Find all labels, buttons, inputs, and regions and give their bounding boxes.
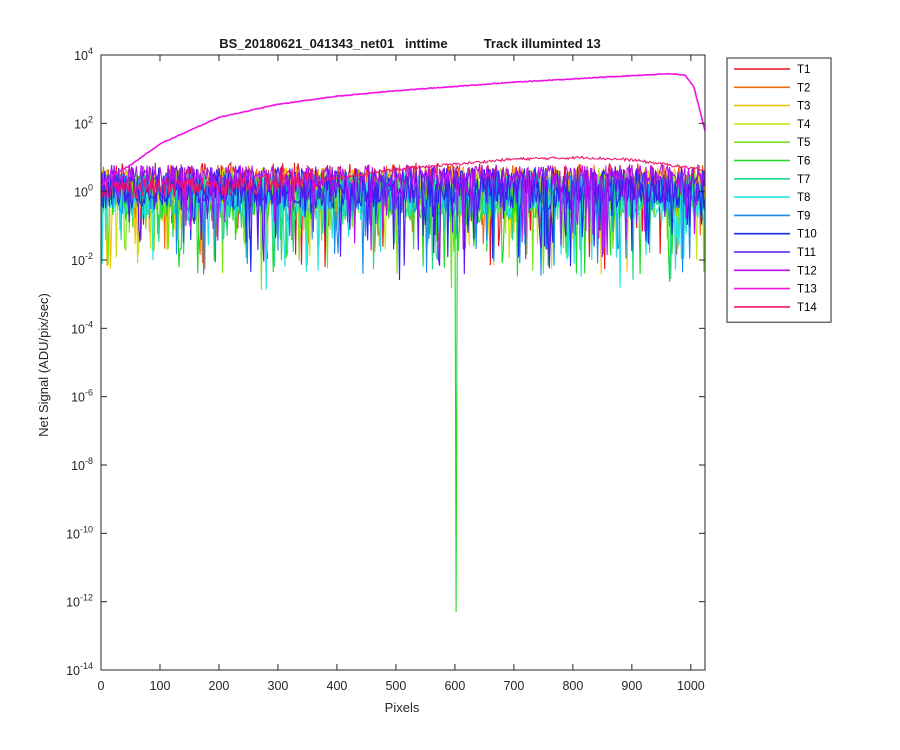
- x-axis-label: Pixels: [385, 700, 420, 715]
- x-tick-label: 400: [327, 679, 348, 693]
- y-tick-label: 10-14: [66, 661, 93, 678]
- y-axis-label: Net Signal (ADU/pix/sec): [36, 293, 51, 437]
- x-tick-label: 300: [268, 679, 289, 693]
- y-tick-label: 10-4: [71, 319, 93, 336]
- series-line-t11: [101, 165, 705, 275]
- legend-label-t8: T8: [797, 192, 810, 204]
- y-tick-label: 10-12: [66, 593, 93, 610]
- legend-label-t12: T12: [797, 265, 817, 277]
- legend-label-t4: T4: [797, 119, 811, 131]
- x-tick-label: 0: [98, 679, 105, 693]
- y-axis: 104 102 100 10-2 10-4 10-6 10-8 10-10 10-12 10-14: [66, 46, 705, 678]
- x-axis: 0 100 200 300 400 500 600 700 800 900 1000: [98, 55, 705, 693]
- x-tick-label: 600: [444, 679, 465, 693]
- x-tick-label: 700: [503, 679, 524, 693]
- y-tick-label: 102: [74, 114, 93, 131]
- y-tick-label: 104: [74, 46, 93, 63]
- y-tick-label: 10-10: [66, 524, 93, 541]
- plot-frame: [100, 54, 706, 671]
- legend: T1 T2 T3 T4 T5 T6 T7 T8 T9 T10 T11 T12 T13 T14: [726, 57, 832, 323]
- legend-label-t3: T3: [797, 101, 810, 113]
- legend-label-t7: T7: [797, 174, 810, 186]
- series-line-t14: [101, 155, 705, 199]
- series-line-t13: [101, 72, 705, 187]
- legend-label-t6: T6: [797, 156, 810, 168]
- legend-label-t10: T10: [797, 229, 817, 241]
- legend-label-t14: T14: [797, 302, 817, 314]
- legend-label-t1: T1: [797, 64, 810, 76]
- chart-title: BS_20180621_041343_net01 inttime Track i…: [219, 36, 601, 51]
- legend-label-t2: T2: [797, 82, 810, 94]
- y-tick-label: 10-8: [71, 456, 93, 473]
- x-tick-label: 100: [150, 679, 171, 693]
- legend-label-t9: T9: [797, 210, 810, 222]
- x-tick-label: 900: [621, 679, 642, 693]
- legend-label-t5: T5: [797, 137, 810, 149]
- plot-area: [100, 54, 706, 671]
- legend-label-t11: T11: [797, 247, 816, 259]
- x-tick-label: 500: [385, 679, 406, 693]
- legend-box: [726, 57, 832, 323]
- legend-label-t13: T13: [797, 284, 817, 296]
- y-tick-label: 10-6: [71, 388, 93, 405]
- y-tick-label: 100: [74, 183, 93, 200]
- x-tick-label: 800: [562, 679, 583, 693]
- x-tick-label: 200: [209, 679, 230, 693]
- x-tick-label: 1000: [677, 679, 705, 693]
- y-tick-label: 10-2: [71, 251, 93, 268]
